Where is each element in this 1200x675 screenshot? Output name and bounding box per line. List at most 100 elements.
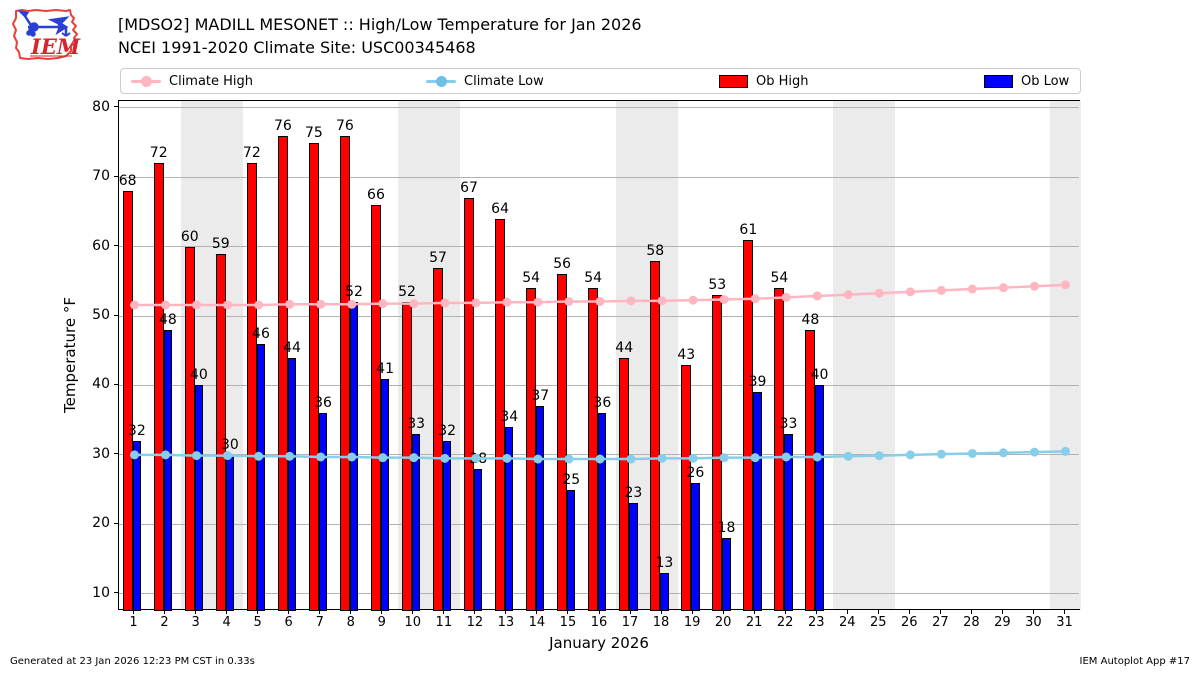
climate-high-marker — [936, 285, 946, 295]
climate-high-marker — [471, 298, 481, 308]
ob-high-bar — [433, 267, 444, 611]
climate-high-marker — [657, 296, 667, 306]
ob-high-value-label: 54 — [584, 270, 603, 287]
ob-low-value-label: 25 — [562, 471, 581, 488]
logo-text: IEM — [30, 34, 81, 59]
ob-high-bar — [464, 198, 475, 611]
ob-low-bar — [132, 441, 141, 611]
ob-low-bar — [753, 392, 762, 611]
climate-high-marker — [998, 283, 1008, 293]
ob-high-bar — [712, 295, 723, 611]
ob-high-value-label: 66 — [367, 187, 385, 204]
x-tick-label: 7 — [315, 615, 324, 630]
climate-high-marker — [843, 290, 853, 300]
climate-high-marker — [595, 297, 605, 307]
ob-low-bar — [411, 434, 421, 611]
y-tick-label: 40 — [92, 376, 110, 393]
climate-high-marker — [316, 299, 326, 309]
ob-low-value-label: 32 — [438, 423, 457, 439]
ob-high-bar — [774, 288, 785, 611]
y-tick-mark — [114, 383, 118, 385]
climate-low-marker — [719, 453, 729, 463]
climate-low-marker — [688, 453, 698, 463]
gridline — [119, 176, 1079, 178]
x-tick-label: 18 — [652, 615, 670, 630]
x-tick-label: 19 — [683, 615, 701, 630]
ob-low-bar — [660, 572, 669, 611]
x-tick-mark — [846, 610, 848, 614]
x-tick-label: 24 — [838, 615, 856, 630]
ob-low-value-label: 13 — [655, 554, 674, 571]
y-tick-mark — [114, 522, 118, 524]
legend-label: Climate Low — [464, 73, 544, 89]
y-tick-mark — [114, 106, 118, 108]
ob-low-bar — [784, 434, 793, 611]
chart-legend: Climate High Climate Low Ob High Ob Low — [120, 68, 1081, 94]
ob-high-bar — [743, 239, 754, 611]
ob-low-value-label: 34 — [500, 409, 519, 426]
climate-high-marker — [781, 292, 791, 302]
x-tick-mark — [908, 610, 910, 614]
y-tick-label: 80 — [92, 98, 110, 115]
x-tick-label: 11 — [435, 615, 453, 630]
climate-high-marker — [812, 291, 822, 301]
x-tick-label: 5 — [253, 615, 262, 630]
x-tick-label: 9 — [377, 615, 386, 630]
ob-low-value-label: 18 — [717, 520, 736, 537]
x-tick-label: 29 — [994, 615, 1011, 630]
climate-low-marker — [285, 451, 295, 461]
x-tick-label: 20 — [714, 615, 732, 630]
climate-low-marker — [595, 454, 605, 464]
climate-low-marker — [161, 450, 171, 460]
ob-low-value-label: 40 — [810, 367, 829, 384]
climate-high-marker — [1029, 281, 1039, 291]
ob-high-bar — [277, 135, 288, 611]
x-tick-mark — [567, 610, 569, 614]
iem-logo: IEM — [12, 9, 81, 60]
ob-high-value-label: 56 — [553, 256, 572, 273]
climate-high-marker — [440, 298, 450, 308]
x-tick-label: 15 — [559, 615, 577, 630]
x-tick-label: 27 — [932, 615, 949, 630]
ob-low-value-label: 40 — [189, 367, 208, 384]
legend-item-climate-high: Climate High — [131, 69, 253, 93]
ob-low-value-label: 52 — [345, 284, 363, 301]
x-tick-mark — [319, 610, 321, 614]
climate-low-marker — [781, 452, 791, 462]
ob-high-value-label: 67 — [460, 180, 478, 197]
x-tick-mark — [474, 610, 476, 614]
ob-high-value-label: 53 — [708, 277, 727, 294]
y-tick-mark — [114, 592, 118, 594]
climate-low-marker — [502, 453, 512, 463]
ob-high-bar — [184, 246, 195, 611]
x-tick-label: 21 — [745, 615, 763, 630]
x-tick-mark — [350, 610, 352, 614]
ob-low-value-label: 37 — [531, 388, 550, 405]
x-tick-mark — [722, 610, 724, 614]
chart-title: [MDSO2] MADILL MESONET :: High/Low Tempe… — [118, 15, 642, 34]
x-tick-mark — [753, 610, 755, 614]
app-reference: IEM Autoplot App #17 — [1079, 656, 1190, 667]
climate-high-line-icon — [131, 75, 161, 87]
weathervane-icon — [17, 10, 71, 37]
x-tick-label: 23 — [807, 615, 825, 630]
ob-low-value-label: 30 — [221, 436, 239, 453]
ob-low-bar — [256, 343, 266, 611]
ob-low-bar — [318, 413, 328, 611]
x-tick-mark — [133, 610, 135, 614]
climate-high-marker — [564, 297, 574, 307]
x-tick-label: 1 — [129, 615, 138, 630]
climate-high-marker — [502, 297, 512, 307]
ob-low-bar — [163, 329, 173, 611]
climate-low-marker — [812, 452, 822, 462]
x-tick-label: 3 — [191, 615, 200, 630]
y-tick-mark — [114, 314, 118, 316]
ob-high-bar — [122, 191, 133, 611]
climate-low-marker — [533, 454, 543, 464]
x-tick-mark — [877, 610, 879, 614]
gridline — [119, 384, 1079, 386]
ob-low-value-label: 33 — [407, 416, 426, 433]
climate-lines-overlay — [130, 280, 1070, 464]
climate-high-marker — [161, 300, 171, 310]
